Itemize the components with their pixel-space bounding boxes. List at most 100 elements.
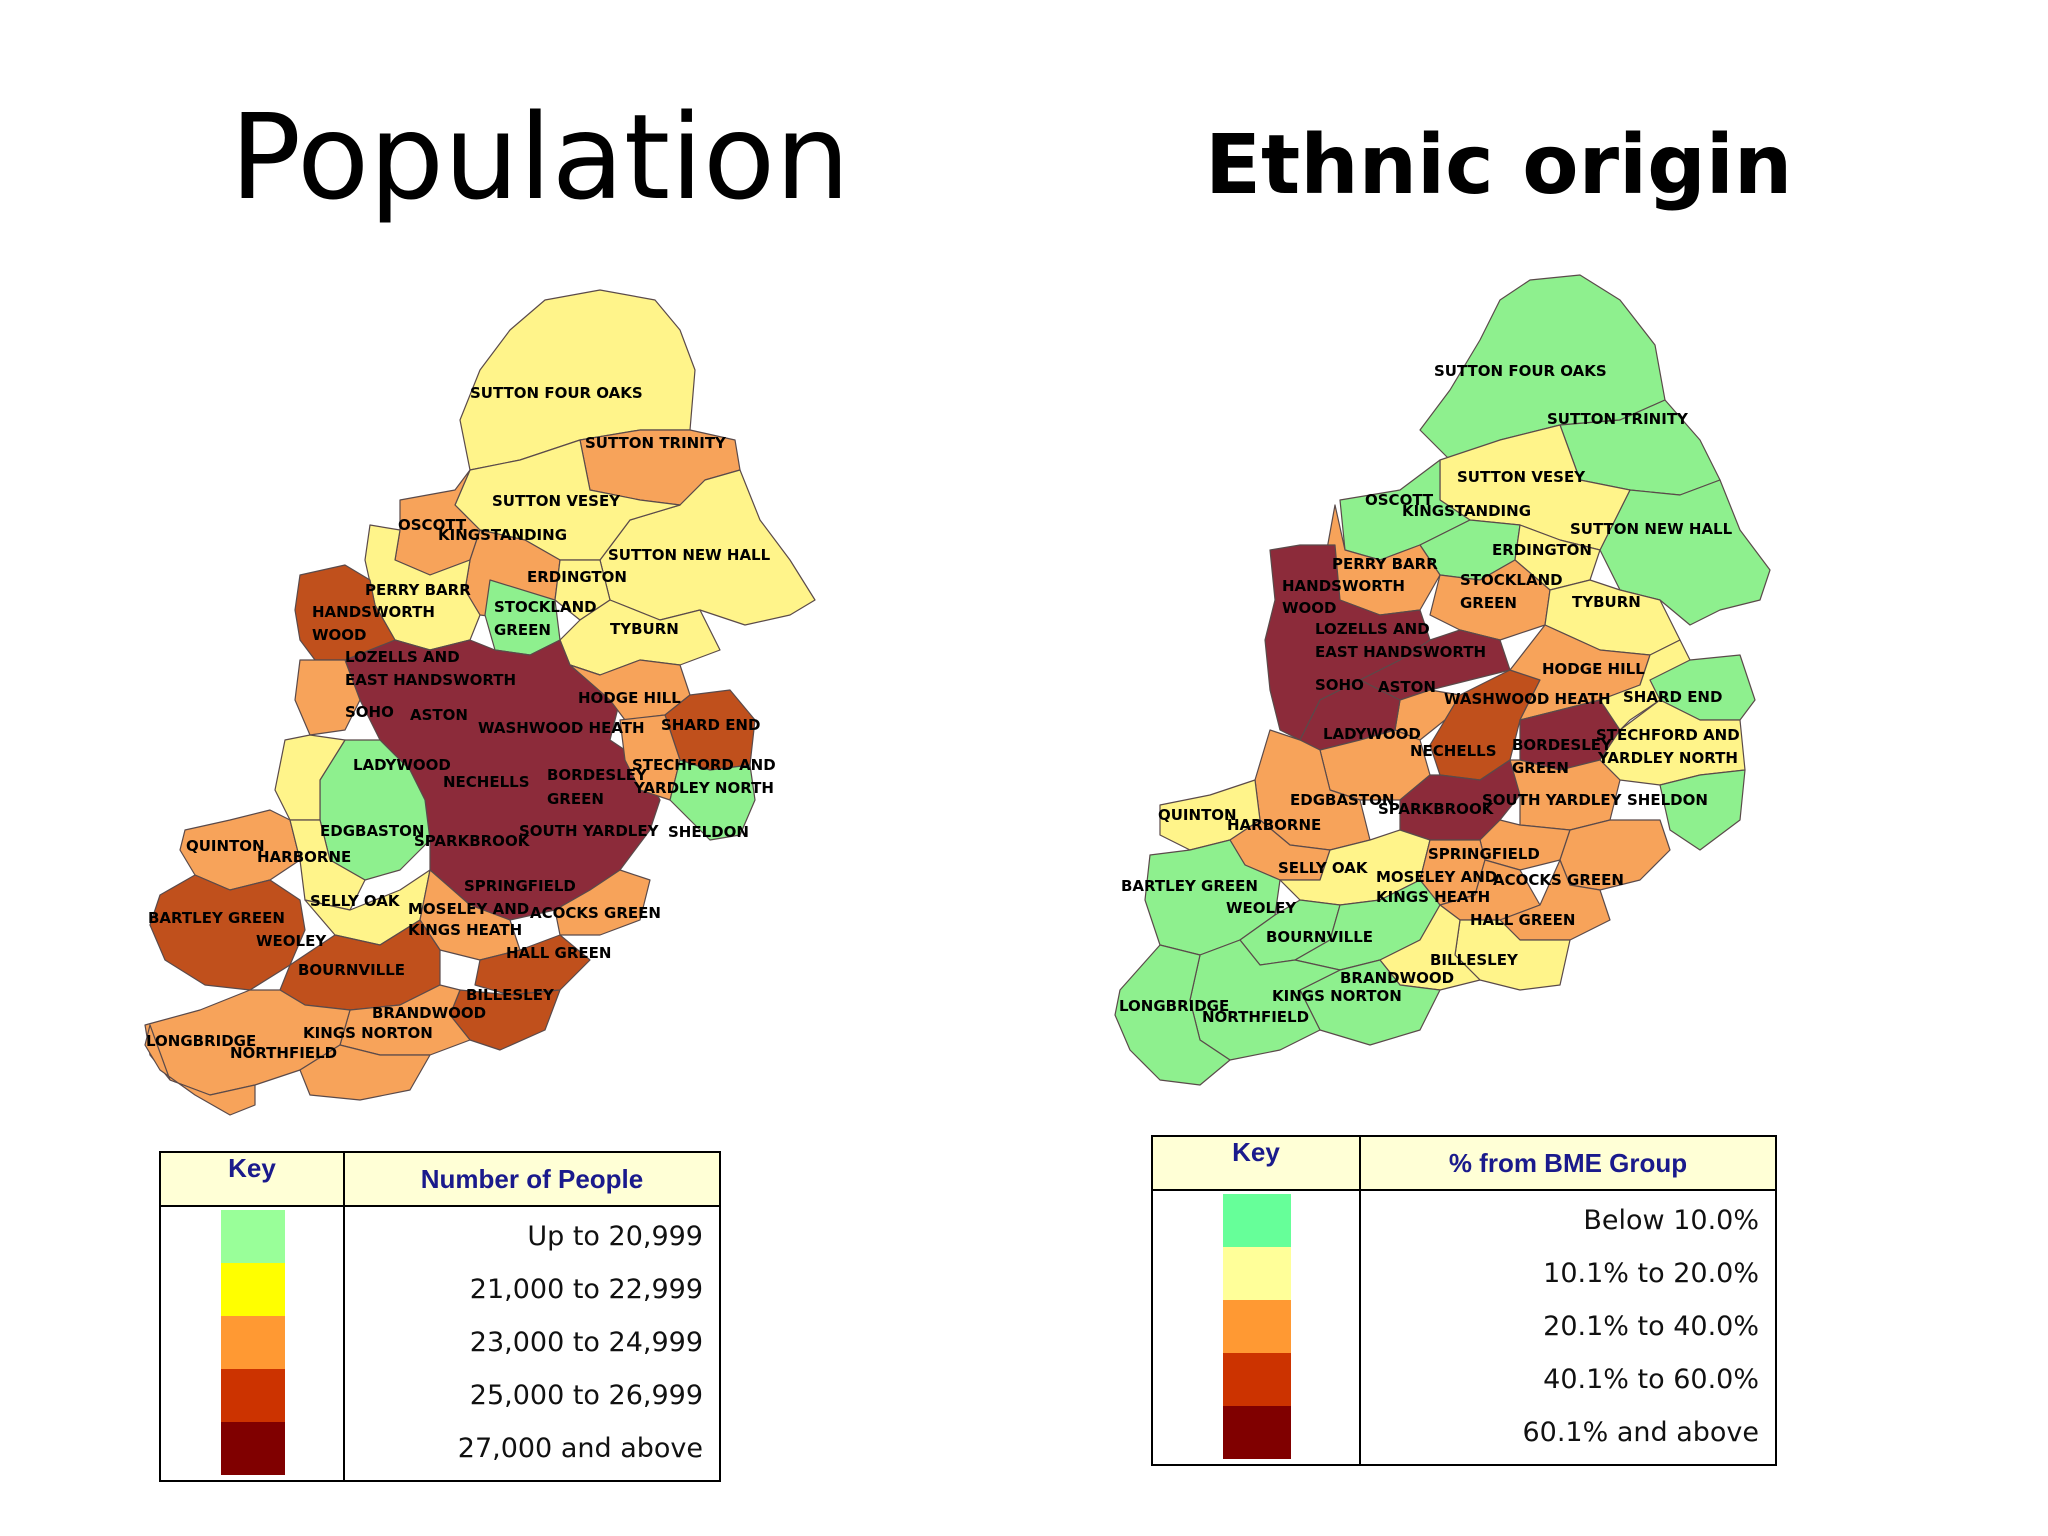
label-moseley-and: MOSELEY AND: [408, 900, 529, 918]
label-tyburn: TYBURN: [610, 620, 679, 638]
ward-nechells-e[interactable]: [1429, 669, 1541, 781]
label-selly-oak: SELLY OAK: [310, 892, 401, 910]
label-bournville: BOURNVILLE: [298, 961, 405, 979]
ward-quinton[interactable]: [179, 809, 301, 891]
ward-stechford-e[interactable]: [1599, 699, 1746, 786]
label-handsworth: HANDSWORTH: [312, 603, 435, 621]
label-sutton-trinity-e: SUTTON TRINITY: [1547, 410, 1689, 428]
label-hodge-hill-e: HODGE HILL: [1542, 660, 1645, 678]
ward-sutton-new-hall-e[interactable]: [1599, 479, 1771, 626]
legend-swatch: [221, 1422, 285, 1475]
label-ladywood: LADYWOOD: [353, 756, 451, 774]
legend-label: 10.1% to 20.0%: [1543, 1258, 1759, 1289]
ward-kings-norton[interactable]: [299, 1044, 431, 1101]
label-quinton-e: QUINTON: [1158, 806, 1237, 824]
label-aston-e: ASTON: [1378, 678, 1436, 696]
label-soho-e: SOHO: [1315, 676, 1364, 694]
legend-swatch: [1223, 1194, 1291, 1247]
label-quinton: QUINTON: [186, 837, 265, 855]
label-edgbaston: EDGBASTON: [320, 822, 424, 840]
label-selly-oak-e: SELLY OAK: [1278, 859, 1369, 877]
label-perry-barr-e: PERRY BARR: [1332, 555, 1438, 573]
legend-label: Up to 20,999: [527, 1221, 703, 1252]
legend-swatch: [1223, 1353, 1291, 1406]
label-erdington-e: ERDINGTON: [1492, 541, 1592, 559]
label-oscott-e: OSCOTT: [1365, 491, 1434, 509]
label-stockland-green: GREEN: [494, 621, 551, 639]
legend-swatch: [1223, 1247, 1291, 1300]
label-erdington: ERDINGTON: [527, 568, 627, 586]
ward-sheldon[interactable]: [669, 759, 756, 841]
label-northfield-e: NORTHFIELD: [1202, 1008, 1309, 1026]
legend-label-column: Below 10.0% 10.1% to 20.0% 20.1% to 40.0…: [1359, 1190, 1776, 1465]
ward-harborne-edge[interactable]: [289, 819, 366, 911]
label-east-handsworth: EAST HANDSWORTH: [345, 671, 516, 689]
label-billesley: BILLESLEY: [466, 986, 555, 1004]
ward-west-yellow[interactable]: [274, 734, 346, 821]
label-sutton-four-oaks: SUTTON FOUR OAKS: [470, 384, 643, 402]
label-harborne: HARBORNE: [257, 848, 351, 866]
label-bartley-green-e: BARTLEY GREEN: [1121, 877, 1258, 895]
label-lozells-and: LOZELLS AND: [345, 648, 460, 666]
label-kingstanding-e: KINGSTANDING: [1402, 502, 1531, 520]
label-bordesley: BORDESLEY: [547, 766, 648, 784]
label-wood-e: WOOD: [1282, 599, 1337, 617]
label-acocks-green: ACOCKS GREEN: [530, 904, 661, 922]
ward-acocks-green[interactable]: [554, 869, 651, 936]
label-weoley-e: WEOLEY: [1226, 899, 1297, 917]
ward-sheldon-e[interactable]: [1659, 769, 1746, 851]
ethnic-legend: Key % from BME Group Below 10.0% 10.1% t…: [1151, 1135, 1777, 1466]
label-aston: ASTON: [410, 706, 468, 724]
label-brandwood: BRANDWOOD: [372, 1004, 486, 1022]
label-shard-end: SHARD END: [661, 716, 760, 734]
label-bartley-green: BARTLEY GREEN: [148, 909, 285, 927]
label-kings-heath: KINGS HEATH: [408, 921, 522, 939]
legend-swatch: [1223, 1406, 1291, 1459]
legend-swatch-column: [160, 1206, 344, 1481]
label-edgbaston-e: EDGBASTON: [1290, 791, 1394, 809]
legend-swatch: [221, 1369, 285, 1422]
label-nechells-e: NECHELLS: [1410, 742, 1497, 760]
label-harborne-e: HARBORNE: [1227, 816, 1321, 834]
label-handsworth-e: HANDSWORTH: [1282, 577, 1405, 595]
label-sutton-vesey-e: SUTTON VESEY: [1457, 468, 1586, 486]
label-lozells-and-e: LOZELLS AND: [1315, 620, 1430, 638]
legend-label: 20.1% to 40.0%: [1543, 1311, 1759, 1342]
legend-label: 27,000 and above: [457, 1433, 703, 1464]
legend-value-header: % from BME Group: [1359, 1135, 1777, 1191]
label-washwood-heath-e: WASHWOOD HEATH: [1444, 690, 1611, 708]
label-bournville-e: BOURNVILLE: [1266, 928, 1373, 946]
label-yardley-north: YARDLEY NORTH: [633, 779, 774, 797]
label-billesley-e: BILLESLEY: [1430, 951, 1519, 969]
label-weoley: WEOLEY: [256, 932, 327, 950]
label-springfield-e: SPRINGFIELD: [1428, 845, 1540, 863]
label-kings-norton-e: KINGS NORTON: [1272, 987, 1402, 1005]
label-wood: WOOD: [312, 626, 367, 644]
ward-bartley-green[interactable]: [149, 874, 306, 991]
label-tyburn-e: TYBURN: [1572, 593, 1641, 611]
ward-soho[interactable]: [294, 659, 361, 736]
label-stockland: STOCKLAND: [494, 598, 597, 616]
label-bordesley-green: GREEN: [547, 790, 604, 808]
label-sutton-new-hall-e: SUTTON NEW HALL: [1570, 520, 1733, 538]
legend-label: 40.1% to 60.0%: [1543, 1364, 1759, 1395]
label-sparkbrook: SPARKBROOK: [414, 832, 531, 850]
ward-hall-green[interactable]: [474, 934, 591, 996]
ward-south-yardley-e[interactable]: [1509, 759, 1621, 831]
legend-swatch: [1223, 1300, 1291, 1353]
label-brandwood-e: BRANDWOOD: [1340, 969, 1454, 987]
label-sheldon: SHELDON: [668, 823, 749, 841]
legend-key-header: Key: [1151, 1135, 1361, 1191]
legend-key-header: Key: [159, 1151, 345, 1207]
label-kings-heath-e: KINGS HEATH: [1376, 888, 1490, 906]
label-south-yardley-e: SOUTH YARDLEY: [1482, 791, 1623, 809]
label-east-handsworth-e: EAST HANDSWORTH: [1315, 643, 1486, 661]
label-kings-norton: KINGS NORTON: [303, 1024, 433, 1042]
label-nechells: NECHELLS: [443, 773, 530, 791]
ward-kings-norton-e[interactable]: [1299, 959, 1441, 1046]
legend-label: Below 10.0%: [1583, 1205, 1759, 1236]
ward-longbridge-e[interactable]: [1114, 944, 1231, 1086]
ward-longbridge[interactable]: [144, 1024, 256, 1116]
label-sheldon-e: SHELDON: [1627, 791, 1708, 809]
